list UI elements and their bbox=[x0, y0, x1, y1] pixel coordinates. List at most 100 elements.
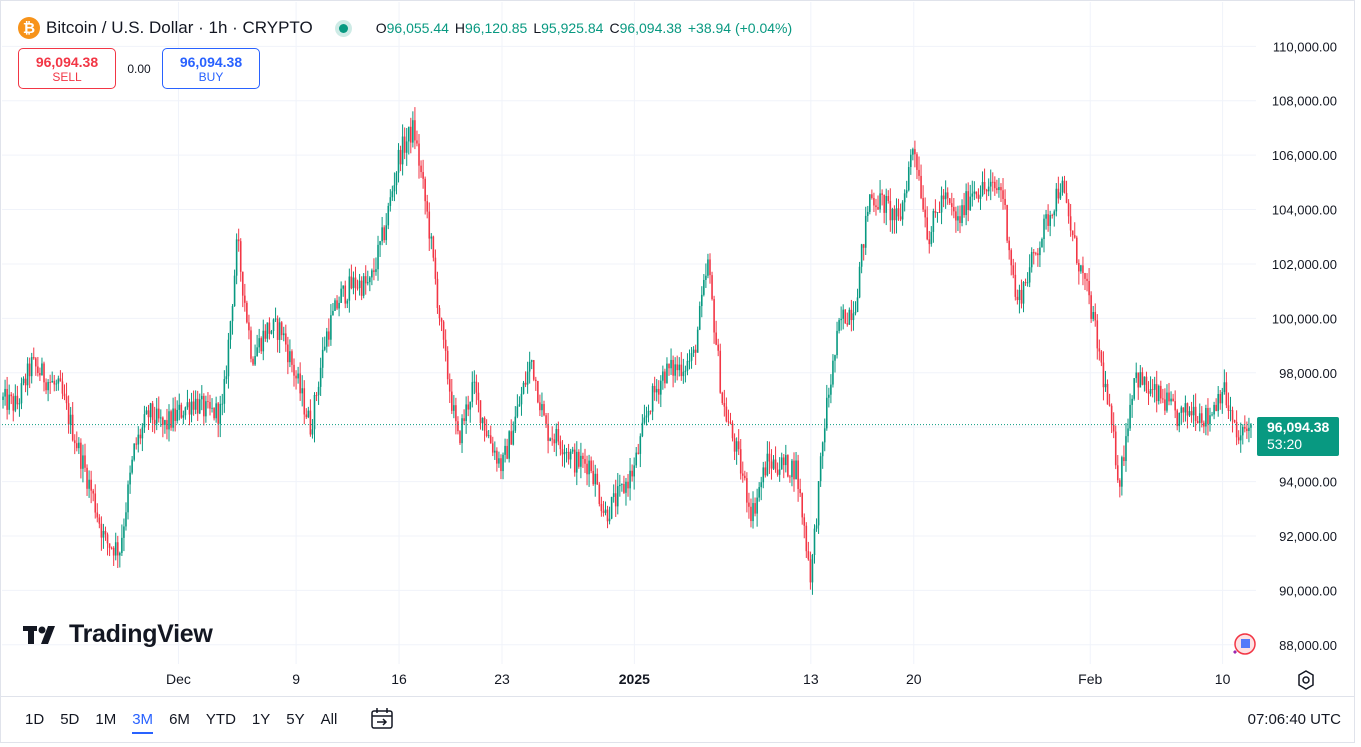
candle-body bbox=[545, 415, 547, 424]
candle-body bbox=[346, 300, 349, 304]
candle bbox=[621, 483, 623, 492]
candle-body bbox=[532, 360, 535, 380]
range-1y[interactable]: 1Y bbox=[251, 711, 271, 728]
candle bbox=[1100, 350, 1103, 367]
candle-body bbox=[67, 403, 70, 425]
y-tick-label: 104,000.00 bbox=[1272, 203, 1337, 218]
candle-body bbox=[823, 428, 826, 443]
range-3m[interactable]: 3M bbox=[132, 711, 154, 734]
sell-button[interactable]: 96,094.38 SELL bbox=[18, 48, 116, 89]
candle bbox=[1073, 222, 1076, 239]
symbol-title[interactable]: Bitcoin / U.S. Dollar · 1h · CRYPTO bbox=[46, 18, 313, 37]
candle-body bbox=[241, 271, 244, 296]
candle bbox=[487, 430, 490, 439]
candle bbox=[428, 202, 431, 251]
candle-body bbox=[319, 367, 322, 387]
candle bbox=[289, 339, 291, 368]
candle bbox=[651, 383, 654, 421]
candle bbox=[703, 274, 705, 297]
candle-body bbox=[274, 318, 277, 320]
candle-body bbox=[1018, 289, 1021, 301]
settings-icon[interactable] bbox=[1296, 670, 1316, 690]
candle bbox=[49, 374, 51, 394]
candle-body bbox=[285, 333, 287, 345]
range-ytd[interactable]: YTD bbox=[205, 711, 236, 728]
range-6m[interactable]: 6M bbox=[169, 711, 190, 728]
calendar-range-icon[interactable] bbox=[369, 707, 395, 731]
candle-body bbox=[994, 181, 996, 189]
candle bbox=[885, 188, 888, 226]
price-chart[interactable]: 110,000.00 108,000.00 106,000.00 104,000.00… bbox=[0, 0, 1355, 696]
candle bbox=[1170, 391, 1172, 406]
candle-body bbox=[401, 136, 404, 165]
candle bbox=[1104, 370, 1107, 392]
candle bbox=[467, 395, 469, 417]
candle-body bbox=[485, 430, 488, 437]
candle bbox=[532, 359, 535, 382]
candle-body bbox=[961, 205, 963, 223]
candle-body bbox=[885, 196, 888, 213]
candle-body bbox=[176, 409, 179, 421]
candle bbox=[84, 443, 86, 472]
candle bbox=[1082, 256, 1084, 286]
candle bbox=[744, 470, 746, 481]
candle bbox=[920, 164, 922, 200]
candle-body bbox=[399, 149, 402, 165]
candle bbox=[1096, 314, 1099, 360]
candle bbox=[541, 392, 543, 417]
range-1d[interactable]: 1D bbox=[25, 711, 45, 728]
candle bbox=[223, 370, 226, 413]
candle-body bbox=[1145, 376, 1148, 392]
buy-button[interactable]: 96,094.38 BUY bbox=[162, 48, 260, 89]
candle bbox=[1125, 423, 1127, 472]
candle-body bbox=[1094, 311, 1097, 321]
candle-body bbox=[1235, 421, 1238, 438]
candle bbox=[86, 464, 88, 496]
candle bbox=[80, 438, 82, 479]
candle-body bbox=[1065, 192, 1068, 203]
range-5d[interactable]: 5D bbox=[60, 711, 80, 728]
candle-body bbox=[393, 185, 396, 192]
candle-body bbox=[192, 401, 195, 410]
candle bbox=[950, 192, 953, 216]
x-tick-label: 20 bbox=[906, 671, 922, 687]
candle bbox=[893, 205, 896, 234]
utc-clock[interactable]: 07:06:40 UTC bbox=[1247, 711, 1341, 728]
candle bbox=[627, 474, 629, 497]
candle-body bbox=[844, 309, 847, 324]
candle-body bbox=[973, 191, 976, 194]
candle-body bbox=[356, 287, 359, 289]
candle bbox=[666, 357, 668, 384]
candle bbox=[496, 447, 498, 472]
candle bbox=[1121, 455, 1123, 496]
candle-body bbox=[127, 484, 129, 513]
candle-body bbox=[190, 401, 193, 415]
range-1m[interactable]: 1M bbox=[95, 711, 117, 728]
candle-body bbox=[967, 191, 969, 211]
candle bbox=[116, 535, 119, 569]
candle bbox=[186, 389, 189, 410]
range-5y[interactable]: 5Y bbox=[286, 711, 305, 728]
news-icon[interactable] bbox=[1229, 630, 1257, 658]
candle-body bbox=[45, 382, 47, 391]
candle bbox=[942, 188, 945, 208]
candle bbox=[67, 395, 70, 434]
candle bbox=[315, 391, 318, 402]
candle bbox=[1221, 387, 1224, 414]
candle-body bbox=[254, 356, 256, 365]
candle bbox=[1196, 416, 1199, 424]
candle-body bbox=[420, 165, 422, 173]
candle bbox=[383, 225, 385, 243]
candle-body bbox=[635, 452, 638, 466]
candle-body bbox=[756, 497, 758, 514]
candle-body bbox=[616, 486, 619, 507]
range-all[interactable]: All bbox=[320, 711, 338, 728]
candle bbox=[235, 233, 238, 285]
candle-body bbox=[914, 149, 916, 155]
candle-body bbox=[559, 441, 562, 450]
candle-body bbox=[410, 126, 412, 143]
candle bbox=[770, 449, 773, 480]
candle bbox=[1043, 214, 1045, 253]
candle-body bbox=[758, 487, 760, 498]
candle bbox=[930, 226, 933, 247]
